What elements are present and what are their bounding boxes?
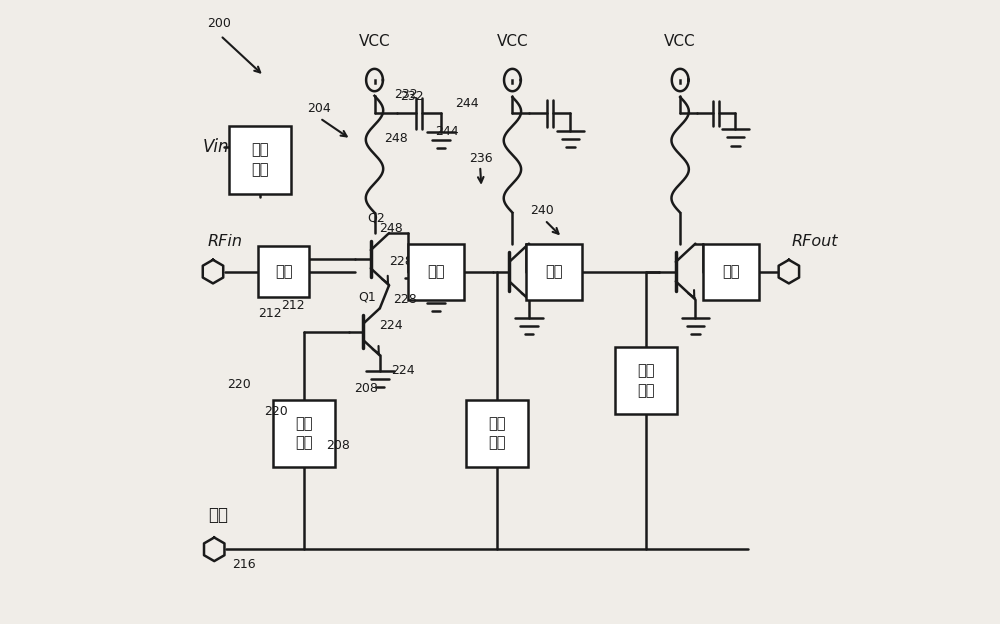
Text: 244: 244 xyxy=(435,125,458,138)
Text: 220: 220 xyxy=(264,404,288,417)
Text: 232: 232 xyxy=(394,88,418,100)
Text: Q1: Q1 xyxy=(358,291,376,304)
Text: RFin: RFin xyxy=(208,234,243,249)
Text: 244: 244 xyxy=(455,97,479,110)
Text: 248: 248 xyxy=(379,223,403,235)
Bar xyxy=(408,243,464,300)
Text: 236: 236 xyxy=(469,152,493,165)
Text: VCC: VCC xyxy=(664,34,696,49)
Text: 匹配: 匹配 xyxy=(427,264,445,279)
Text: 228: 228 xyxy=(389,255,413,268)
Text: 220: 220 xyxy=(227,378,250,391)
Bar xyxy=(466,399,528,467)
Text: 248: 248 xyxy=(384,132,408,145)
Text: 偏置
电路: 偏置 电路 xyxy=(251,142,268,177)
Text: Vin: Vin xyxy=(203,139,230,157)
Text: 匹配: 匹配 xyxy=(545,264,563,279)
Text: 228: 228 xyxy=(393,293,417,306)
Bar xyxy=(703,243,759,300)
Text: Q2: Q2 xyxy=(368,212,385,225)
Text: 240: 240 xyxy=(530,204,554,217)
Text: 224: 224 xyxy=(391,364,415,377)
Text: 偏置
控制: 偏置 控制 xyxy=(296,416,313,451)
Bar xyxy=(615,347,677,414)
Text: 208: 208 xyxy=(354,381,378,394)
Bar xyxy=(526,243,582,300)
Text: 208: 208 xyxy=(326,439,350,452)
Text: 偏置
控制: 偏置 控制 xyxy=(488,416,506,451)
Text: 216: 216 xyxy=(232,558,255,571)
Text: 224: 224 xyxy=(379,319,402,332)
Text: RFout: RFout xyxy=(792,234,838,249)
Text: 匹配: 匹配 xyxy=(722,264,740,279)
Text: 212: 212 xyxy=(258,307,281,320)
Bar xyxy=(273,399,335,467)
Text: 使能: 使能 xyxy=(208,507,228,524)
Text: 212: 212 xyxy=(281,299,304,312)
Text: VCC: VCC xyxy=(359,34,390,49)
Text: 204: 204 xyxy=(307,102,331,115)
Text: 匹配: 匹配 xyxy=(275,264,293,279)
Text: 232: 232 xyxy=(401,89,424,102)
Text: VCC: VCC xyxy=(497,34,528,49)
Bar xyxy=(258,246,309,297)
Text: 200: 200 xyxy=(207,17,231,31)
Text: 偏置
控制: 偏置 控制 xyxy=(637,363,655,397)
Bar xyxy=(229,125,291,194)
